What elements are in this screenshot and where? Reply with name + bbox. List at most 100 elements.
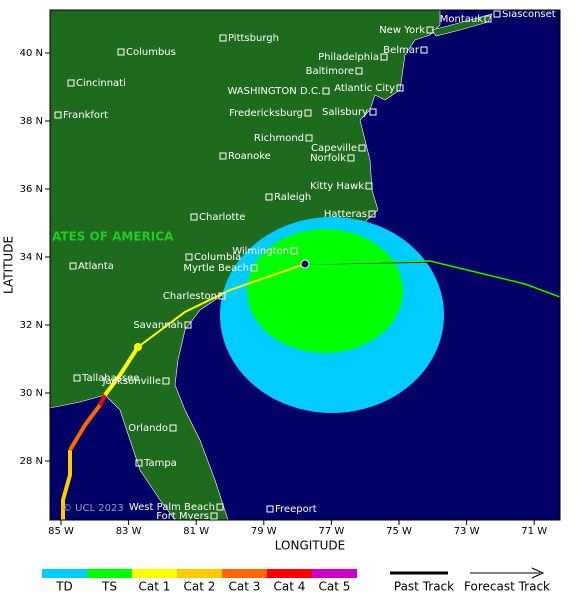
city-marker: [368, 210, 376, 218]
hurricane-wind-field: [247, 229, 403, 353]
x-tick-label: 79 W: [251, 526, 277, 537]
past-track: [61, 450, 72, 520]
city-marker: [185, 253, 193, 261]
city-marker: [73, 374, 81, 382]
copyright: © UCL 2023: [62, 503, 124, 514]
city-label: Freeport: [275, 504, 317, 515]
city-marker: [396, 84, 404, 92]
legend: Past Track Forecast Track TD TS Cat 1 Cat 2…: [42, 567, 550, 594]
past-track: [103, 345, 140, 397]
city-label: Raleigh: [274, 192, 311, 203]
city-marker: [304, 109, 312, 117]
city-marker: [355, 67, 363, 75]
legend-label: TD: [55, 580, 73, 594]
y-tick-label: 38 N: [20, 116, 43, 127]
legend-label: Cat 1: [139, 580, 171, 594]
city-label: Capeville: [311, 143, 357, 154]
city-label: West Palm Beach: [129, 502, 215, 513]
city-marker: [69, 262, 77, 270]
city-marker: [322, 87, 330, 95]
city-marker: [219, 34, 227, 42]
city-label: Atlanta: [78, 261, 114, 272]
city-marker: [219, 152, 227, 160]
city-marker: [117, 48, 125, 56]
track-point: [134, 343, 142, 351]
legend-swatch: [312, 569, 357, 578]
city-label: Atlantic City: [334, 83, 395, 94]
y-tick-label: 32 N: [20, 320, 43, 331]
city-marker: [305, 134, 313, 142]
city-label: Columbia: [194, 252, 241, 263]
x-tick-label: 75 W: [386, 526, 412, 537]
x-axis-label: LONGITUDE: [275, 539, 345, 553]
city-label: Roanoke: [228, 151, 271, 162]
city-marker: [184, 321, 192, 329]
past-track: [137, 263, 306, 348]
forecast-track-intensity: [304, 260, 560, 298]
legend-label: Cat 2: [184, 580, 216, 594]
city-marker: [347, 154, 355, 162]
past-track: [68, 403, 102, 452]
arrow-head: [531, 567, 545, 579]
x-tick-label: 73 W: [454, 526, 480, 537]
city-label: Cincinnati: [76, 78, 126, 89]
city-label: Philadelphia: [318, 52, 379, 63]
city-marker: [365, 182, 373, 190]
city-label: Kitty Hawk: [310, 181, 364, 192]
legend-swatch: [132, 569, 177, 578]
city-marker: [358, 144, 366, 152]
legend-swatch: [222, 569, 267, 578]
city-label: Fredericksburg: [229, 108, 303, 119]
legend-label: TS: [101, 580, 117, 594]
city-marker: [484, 15, 492, 23]
city-label: Norfolk: [310, 153, 346, 164]
legend-swatch: [267, 569, 312, 578]
city-marker: [210, 512, 218, 520]
x-tick-label: 71 W: [521, 526, 547, 537]
legend-track: Past Track: [394, 580, 454, 594]
city-label: Baltimore: [306, 66, 354, 77]
y-tick-label: 36 N: [20, 184, 43, 195]
region-label: ATES OF AMERICA: [52, 230, 174, 244]
city-label: Myrtle Beach: [183, 263, 249, 274]
city-marker: [190, 213, 198, 221]
y-tick-label: 28 N: [20, 456, 43, 467]
city-label: Tallahassee: [81, 373, 139, 384]
storm-center: [300, 259, 310, 269]
legend-label: Cat 3: [229, 580, 261, 594]
x-tick-label: 77 W: [319, 526, 345, 537]
city-marker: [420, 46, 428, 54]
city-marker: [265, 193, 273, 201]
past-track: [98, 394, 107, 406]
city-marker: [216, 503, 224, 511]
city-marker: [290, 247, 298, 255]
map-area: ATES OF AMERICA © UCL 2023 Columbus Pitts…: [50, 9, 560, 520]
legend-track: Forecast Track: [464, 580, 550, 594]
city-label: Columbus: [126, 47, 176, 58]
city-marker: [218, 292, 226, 300]
city-label: Frankfort: [63, 110, 108, 121]
city-label: Richmond: [254, 133, 304, 144]
x-tick-label: 83 W: [116, 526, 142, 537]
city-label: Montauk: [440, 14, 483, 25]
y-tick-label: 40 N: [20, 48, 43, 59]
city-marker: [162, 377, 170, 385]
legend-swatch: [42, 569, 87, 578]
city-label: Pittsburgh: [228, 33, 279, 44]
city-label: Siasconset: [502, 9, 556, 20]
city-marker: [54, 111, 62, 119]
city-label: WASHINGTON D.C.: [227, 86, 321, 97]
x-tick-label: 81 W: [183, 526, 209, 537]
city-marker: [369, 108, 377, 116]
y-axis-label: LATITUDE: [2, 236, 16, 294]
legend-swatch: [177, 569, 222, 578]
legend-label: Cat 4: [274, 580, 306, 594]
city-marker: [169, 424, 177, 432]
city-marker: [380, 53, 388, 61]
map-frame: [49, 9, 561, 521]
legend-swatch: [87, 569, 132, 578]
city-label: Jacksonville: [102, 376, 161, 387]
y-tick-label: 30 N: [20, 388, 43, 399]
x-tick-label: 85 W: [48, 526, 74, 537]
